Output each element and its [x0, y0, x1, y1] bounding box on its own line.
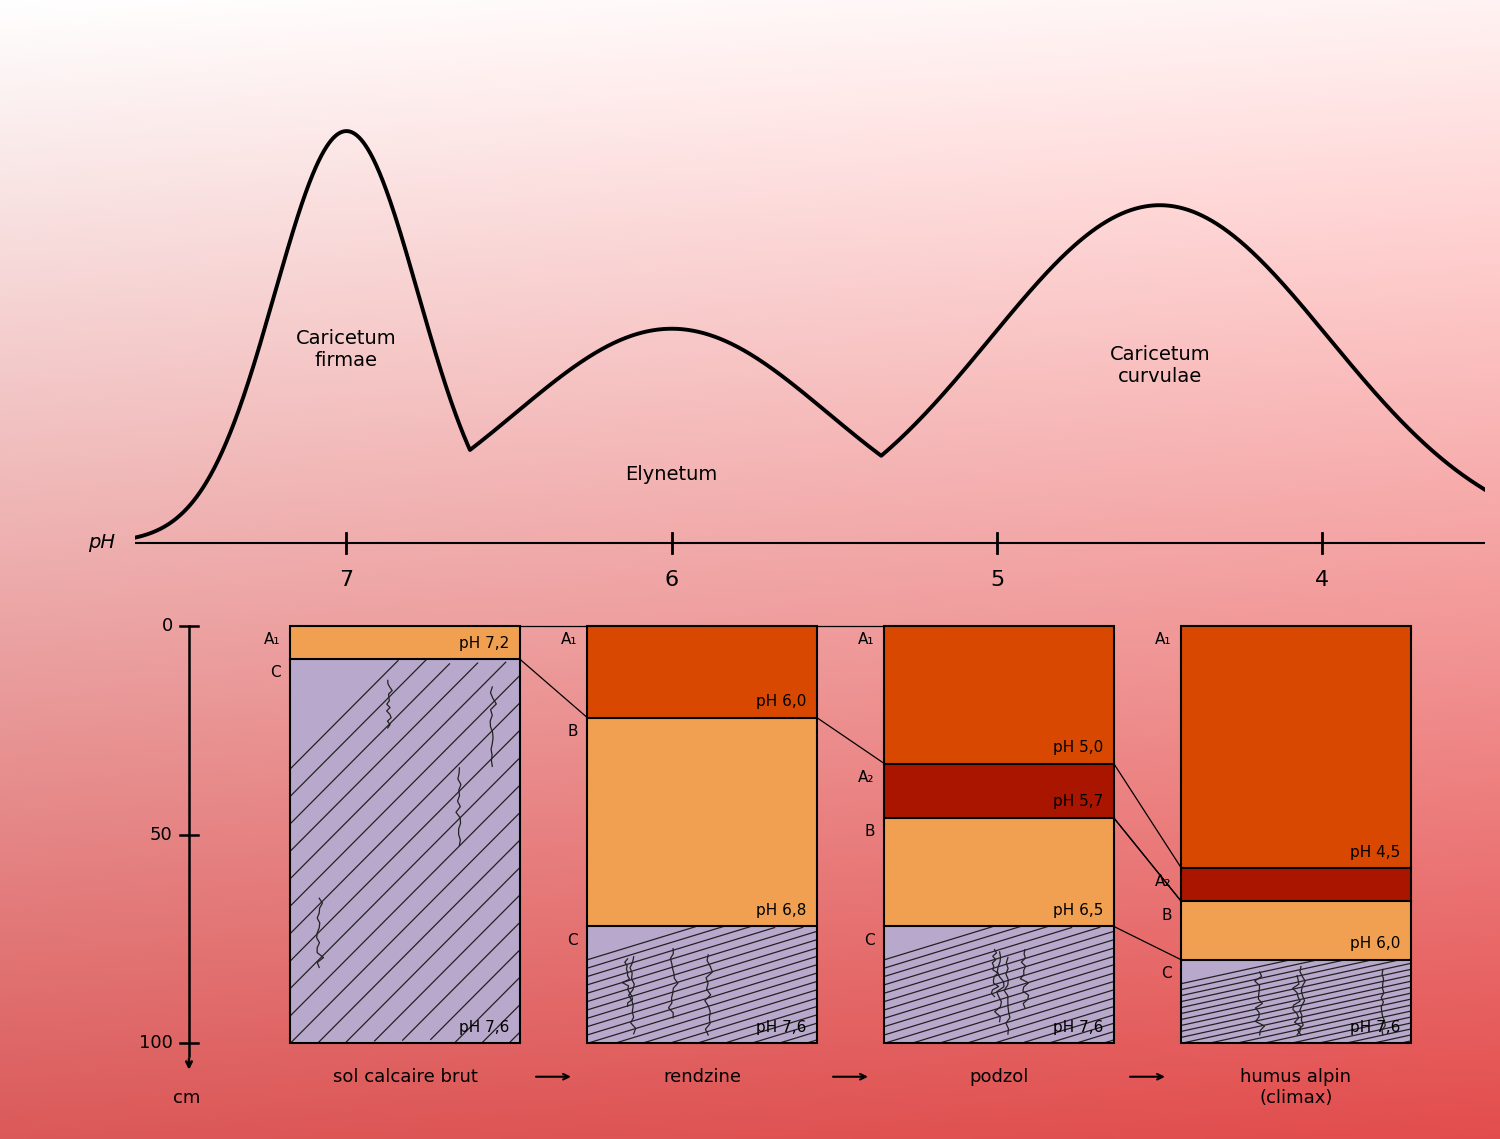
- Text: pH: pH: [88, 533, 116, 552]
- Text: pH 6,5: pH 6,5: [1053, 903, 1102, 918]
- Text: Elynetum: Elynetum: [626, 465, 718, 484]
- Text: 50: 50: [150, 826, 172, 844]
- Bar: [588, 625, 816, 718]
- Text: pH 7,2: pH 7,2: [459, 636, 509, 650]
- Bar: [1182, 901, 1410, 960]
- Text: pH 4,5: pH 4,5: [1350, 844, 1400, 860]
- Text: sol calcaire brut: sol calcaire brut: [333, 1068, 477, 1087]
- Text: Caricetum
curvulae: Caricetum curvulae: [1110, 345, 1210, 386]
- Text: pH 6,0: pH 6,0: [756, 694, 806, 710]
- Text: 6: 6: [664, 570, 680, 590]
- Bar: [588, 718, 816, 926]
- Text: pH 7,6: pH 7,6: [459, 1019, 509, 1035]
- Text: B: B: [1161, 908, 1172, 923]
- Bar: [588, 625, 816, 1043]
- Bar: [291, 625, 519, 1043]
- Text: pH 5,0: pH 5,0: [1053, 740, 1102, 755]
- Bar: [1182, 625, 1410, 868]
- Text: pH 7,6: pH 7,6: [1350, 1019, 1400, 1035]
- Text: pH 7,6: pH 7,6: [1053, 1019, 1102, 1035]
- Text: Caricetum
firmae: Caricetum firmae: [296, 329, 398, 370]
- Text: pH 6,8: pH 6,8: [756, 903, 806, 918]
- Text: B: B: [567, 724, 578, 739]
- Bar: [885, 625, 1113, 763]
- Text: 5: 5: [990, 570, 1004, 590]
- Text: pH 7,6: pH 7,6: [756, 1019, 806, 1035]
- Text: 100: 100: [140, 1034, 172, 1052]
- Text: A₁: A₁: [858, 632, 874, 647]
- Text: A₁: A₁: [264, 632, 280, 647]
- Text: 4: 4: [1316, 570, 1329, 590]
- Text: pH 5,7: pH 5,7: [1053, 794, 1102, 810]
- Bar: [885, 926, 1113, 1043]
- Text: cm: cm: [172, 1089, 200, 1107]
- Bar: [885, 818, 1113, 926]
- Bar: [885, 625, 1113, 1043]
- Text: humus alpin
(climax): humus alpin (climax): [1240, 1068, 1352, 1107]
- Bar: [291, 659, 519, 1043]
- Text: pH 6,0: pH 6,0: [1350, 936, 1400, 951]
- Text: B: B: [864, 825, 874, 839]
- Bar: [291, 625, 519, 659]
- Bar: [1182, 960, 1410, 1043]
- Text: C: C: [270, 665, 280, 680]
- Text: C: C: [567, 933, 578, 948]
- Text: rendzine: rendzine: [663, 1068, 741, 1087]
- Text: 0: 0: [162, 616, 172, 634]
- Bar: [885, 763, 1113, 818]
- Text: podzol: podzol: [969, 1068, 1029, 1087]
- Text: A₁: A₁: [1155, 632, 1172, 647]
- Text: A₂: A₂: [858, 770, 874, 785]
- Bar: [1182, 625, 1410, 1043]
- Bar: [588, 926, 816, 1043]
- Text: 7: 7: [339, 570, 354, 590]
- Text: A₂: A₂: [1155, 875, 1172, 890]
- Text: C: C: [1161, 966, 1172, 981]
- Bar: [1182, 868, 1410, 901]
- Text: A₁: A₁: [561, 632, 578, 647]
- Text: C: C: [864, 933, 874, 948]
